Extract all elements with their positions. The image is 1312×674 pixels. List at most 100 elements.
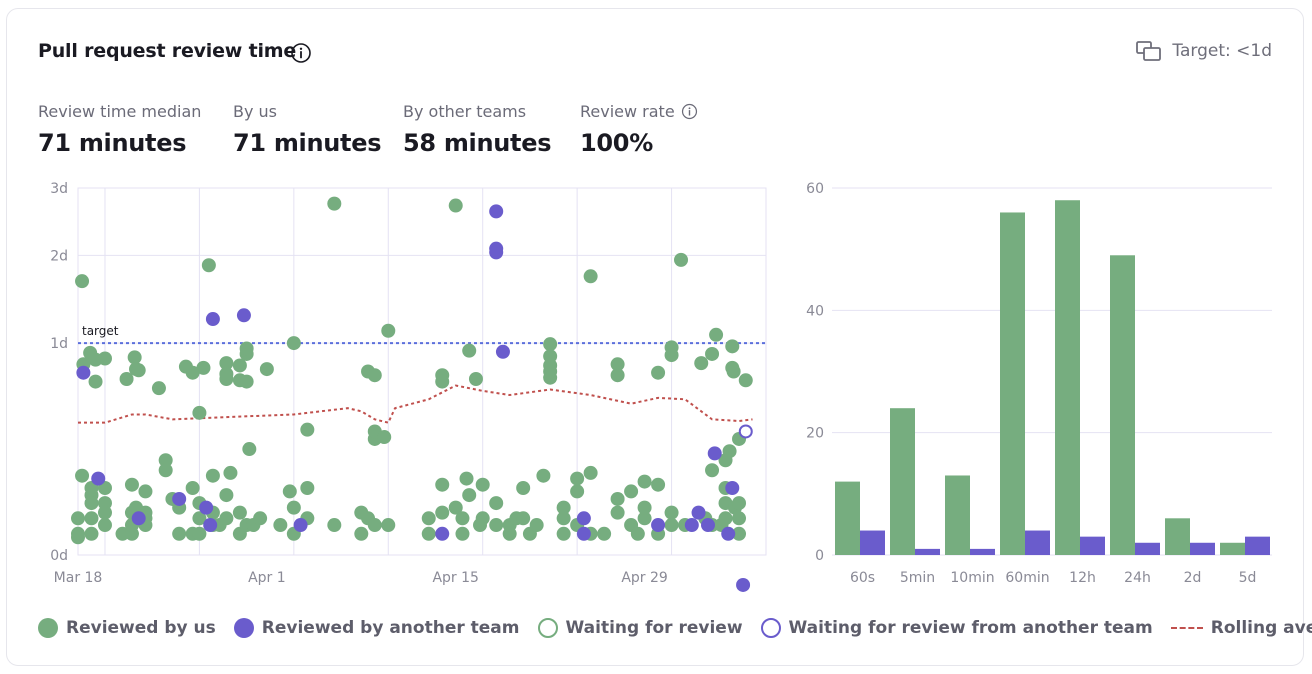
y-tick-label: 40: [806, 303, 824, 319]
x-tick-label: Mar 18: [54, 570, 103, 586]
stat-label: By us: [233, 102, 278, 121]
x-tick-label: Apr 29: [621, 570, 667, 586]
legend-item-rolling-average[interactable]: Rolling average: [1170, 618, 1312, 638]
point-reviewed-by-another-team: [489, 204, 504, 219]
point-reviewed-by-us: [475, 477, 490, 492]
point-reviewed-by-another-team: [435, 526, 450, 541]
bar-reviewed-by-another-team: [1080, 536, 1105, 555]
bar-reviewed-by-us: [835, 481, 860, 555]
legend-item-reviewed-by-another-team[interactable]: Reviewed by another team: [233, 618, 520, 638]
x-tick-label: 5d: [1239, 570, 1257, 586]
legend-label: Reviewed by us: [66, 618, 216, 638]
point-reviewed-by-us: [71, 526, 85, 541]
review-time-histogram: 0 20 40 60 60s 5min 10min 60min 12h 24h 2d 5d: [806, 181, 1272, 586]
point-reviewed-by-another-team: [736, 577, 751, 592]
bar-reviewed-by-us: [1165, 518, 1190, 555]
stat-label: By other teams: [403, 102, 527, 121]
stat-review-rate: Review rate 100%: [580, 102, 698, 157]
point-reviewed-by-us: [192, 405, 207, 420]
point-reviewed-by-us: [421, 511, 436, 526]
point-reviewed-by-us: [435, 505, 450, 520]
point-reviewed-by-us: [725, 339, 740, 354]
bar-reviewed-by-another-team: [1190, 542, 1215, 555]
stat-label: Review rate: [580, 102, 675, 121]
point-reviewed-by-us: [630, 526, 645, 541]
y-tick-label: 0: [815, 548, 824, 564]
legend-swatch-hollow-purple: [760, 618, 781, 638]
point-reviewed-by-us: [529, 518, 544, 533]
legend-item-waiting-for-review[interactable]: Waiting for review: [537, 618, 743, 638]
point-reviewed-by-us: [381, 518, 396, 533]
point-reviewed-by-us: [732, 511, 747, 526]
target-indicator[interactable]: Target: <1d: [1136, 40, 1272, 62]
point-reviewed-by-us: [158, 463, 173, 478]
point-reviewed-by-another-team: [576, 511, 591, 526]
legend-swatch-filled-green: [38, 618, 58, 638]
point-reviewed-by-us: [489, 496, 504, 511]
point-reviewed-by-us: [367, 518, 382, 533]
point-reviewed-by-us: [732, 526, 747, 541]
point-reviewed-by-us: [459, 471, 474, 486]
point-reviewed-by-us: [75, 274, 90, 289]
point-reviewed-by-us: [694, 356, 709, 371]
bar-reviewed-by-another-team: [1245, 536, 1270, 555]
x-tick-label: 10min: [950, 570, 994, 586]
target-line-label: target: [82, 324, 119, 338]
x-tick-label: 5min: [900, 570, 935, 586]
card-title: Pull request review time: [38, 40, 297, 62]
point-reviewed-by-us: [543, 337, 558, 352]
point-reviewed-by-us: [462, 488, 477, 503]
bar-reviewed-by-us: [890, 408, 915, 555]
info-icon[interactable]: [681, 103, 698, 120]
point-reviewed-by-us: [475, 511, 490, 526]
point-reviewed-by-us: [232, 505, 247, 520]
point-reviewed-by-us: [178, 359, 193, 374]
point-reviewed-by-us: [127, 350, 142, 365]
point-reviewed-by-us: [119, 371, 134, 386]
y-tick-label: 3d: [50, 181, 68, 197]
point-reviewed-by-us: [610, 491, 625, 506]
legend-label: Rolling average: [1210, 618, 1312, 638]
point-reviewed-by-us: [239, 341, 254, 356]
bar-reviewed-by-us: [1110, 255, 1135, 556]
point-reviewed-by-us: [377, 430, 392, 445]
point-reviewed-by-us: [219, 366, 234, 381]
info-icon[interactable]: [290, 42, 312, 64]
legend-item-waiting-for-other-team[interactable]: Waiting for review from another team: [760, 618, 1153, 638]
point-reviewed-by-another-team: [495, 344, 510, 359]
point-reviewed-by-us: [435, 374, 450, 389]
point-reviewed-by-another-team: [576, 526, 591, 541]
point-reviewed-by-us: [88, 374, 103, 389]
point-reviewed-by-another-team: [721, 526, 736, 541]
point-reviewed-by-us: [732, 496, 747, 511]
point-reviewed-by-us: [705, 346, 720, 361]
stat-by-other-teams: By other teams 58 minutes: [403, 102, 552, 157]
point-reviewed-by-us: [516, 511, 531, 526]
point-reviewed-by-us: [570, 484, 585, 499]
point-reviewed-by-us: [97, 518, 112, 533]
legend-label: Waiting for review: [565, 618, 743, 638]
point-reviewed-by-us: [489, 518, 504, 533]
y-tick-label: 60: [806, 181, 824, 197]
stat-value: 58 minutes: [403, 129, 552, 157]
point-reviewed-by-us: [273, 518, 288, 533]
point-reviewed-by-us: [239, 374, 254, 389]
point-reviewed-by-us: [84, 511, 99, 526]
rolling-average-line: [78, 384, 753, 424]
y-tick-label: 1d: [50, 336, 68, 352]
bar-reviewed-by-another-team: [915, 548, 940, 555]
point-reviewed-by-us: [223, 465, 238, 480]
x-tick-label: 2d: [1184, 570, 1202, 586]
legend-item-reviewed-by-us[interactable]: Reviewed by us: [38, 618, 216, 638]
point-reviewed-by-us: [664, 518, 679, 533]
point-reviewed-by-another-team: [651, 518, 666, 533]
target-label: Target: <1d: [1172, 41, 1272, 61]
point-reviewed-by-another-team: [293, 518, 308, 533]
point-reviewed-by-us: [97, 351, 112, 366]
bar-reviewed-by-us: [1220, 542, 1245, 555]
point-reviewed-by-us: [286, 336, 301, 351]
point-reviewed-by-us: [726, 364, 741, 379]
point-reviewed-by-another-team: [91, 471, 106, 486]
point-reviewed-by-us: [421, 526, 436, 541]
point-reviewed-by-us: [455, 526, 470, 541]
